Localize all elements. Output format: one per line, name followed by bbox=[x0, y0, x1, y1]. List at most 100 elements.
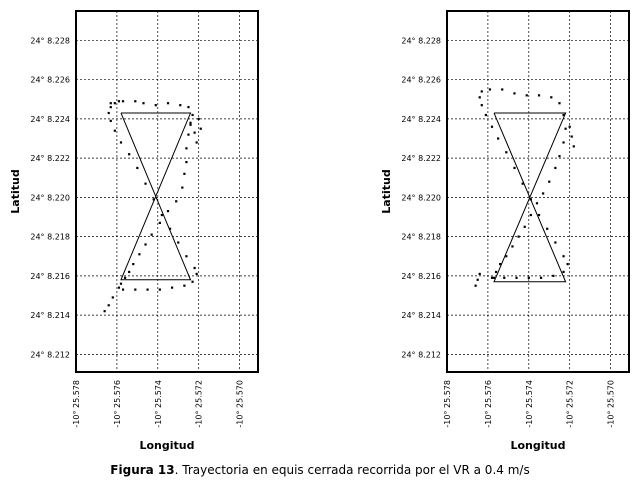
trajectory-point bbox=[572, 145, 575, 148]
trajectory-point bbox=[527, 276, 530, 279]
trajectory-point bbox=[562, 141, 565, 144]
y-tick-label: 24° 8.222 bbox=[401, 154, 441, 163]
trajectory-point bbox=[480, 90, 483, 93]
trajectory-point bbox=[175, 200, 178, 203]
y-tick-label: 24° 8.224 bbox=[401, 115, 441, 124]
y-axis-label: Latitud bbox=[380, 169, 393, 213]
trajectory-point bbox=[134, 288, 137, 291]
trajectory-point bbox=[501, 88, 504, 91]
plot-frame bbox=[446, 10, 630, 373]
trajectory-point bbox=[492, 276, 496, 279]
x-axis-label: Longitud bbox=[139, 439, 194, 452]
trajectory-point bbox=[154, 104, 157, 107]
trajectory-point bbox=[480, 104, 483, 107]
trajectory-point bbox=[490, 125, 494, 128]
trajectory-point bbox=[484, 113, 487, 117]
trajectory-point bbox=[111, 296, 114, 299]
trajectory-point bbox=[168, 227, 172, 230]
y-tick-label: 24° 8.214 bbox=[401, 311, 441, 320]
trajectory-point bbox=[189, 121, 192, 124]
trajectory-point bbox=[146, 288, 149, 291]
trajectory-point bbox=[513, 166, 516, 170]
trajectory-point bbox=[537, 213, 541, 217]
trajectory-point bbox=[199, 127, 202, 130]
trajectory-point bbox=[158, 288, 161, 291]
trajectory-point bbox=[121, 100, 125, 103]
trajectory-point bbox=[117, 100, 121, 103]
trajectory-point bbox=[564, 127, 567, 130]
y-tick-label: 24° 8.228 bbox=[401, 36, 441, 45]
trajectory-point bbox=[529, 198, 532, 201]
x-tick-label: -10° 25.572 bbox=[195, 380, 204, 428]
y-tick-label: 24° 8.226 bbox=[30, 76, 70, 85]
reference-path bbox=[493, 112, 567, 283]
trajectory-point bbox=[128, 153, 131, 156]
trajectory-point bbox=[158, 221, 161, 224]
trajectory-point bbox=[499, 262, 502, 266]
trajectory-point bbox=[488, 88, 492, 91]
trajectory-point bbox=[177, 241, 180, 244]
trajectory-point bbox=[558, 102, 561, 105]
trajectory-point bbox=[183, 284, 186, 287]
x-tick-label: -10° 25.578 bbox=[443, 380, 452, 428]
trajectory-point bbox=[476, 278, 479, 281]
trajectory-point bbox=[554, 241, 557, 244]
trajectory-point bbox=[119, 282, 123, 285]
trajectory-point bbox=[478, 96, 481, 99]
trajectory-point bbox=[160, 213, 163, 217]
trajectory-point bbox=[503, 276, 506, 279]
trajectory-point bbox=[152, 198, 155, 201]
trajectory-point bbox=[550, 96, 553, 99]
trajectory-point bbox=[183, 172, 186, 175]
trajectory-point bbox=[195, 272, 198, 276]
trajectory-point bbox=[490, 276, 494, 279]
trajectory-point bbox=[113, 129, 116, 132]
trajectory-point bbox=[542, 192, 545, 195]
trajectory-point bbox=[193, 131, 196, 134]
y-axis-label: Latitud bbox=[9, 169, 22, 213]
x-tick-label: -10° 25.574 bbox=[525, 380, 534, 428]
trajectory-point bbox=[185, 255, 188, 258]
y-tick-label: 24° 8.212 bbox=[401, 350, 441, 359]
x-tick-label: -10° 25.570 bbox=[607, 380, 616, 428]
trajectory-point bbox=[511, 245, 514, 248]
trajectory-point bbox=[193, 266, 196, 270]
trajectory-point bbox=[535, 202, 539, 205]
y-tick-label: 24° 8.220 bbox=[30, 193, 70, 202]
trajectory-point bbox=[558, 155, 561, 158]
trajectory-point bbox=[113, 102, 116, 105]
trajectory-point bbox=[109, 119, 112, 122]
trajectory-point bbox=[562, 255, 565, 258]
trajectory-point bbox=[195, 141, 198, 144]
y-tick-label: 24° 8.214 bbox=[30, 311, 70, 320]
chart-1: -10° 25.578 -10° 25.576 -10° 25.574 -10° 25… bbox=[9, 10, 259, 452]
y-tick-label: 24° 8.216 bbox=[30, 272, 70, 281]
trajectory-point bbox=[179, 104, 182, 107]
trajectory-point bbox=[123, 276, 127, 279]
trajectory-point bbox=[166, 210, 170, 213]
trajectory-point bbox=[181, 186, 184, 189]
trajectory-point bbox=[185, 160, 188, 164]
trajectory-point bbox=[513, 92, 516, 95]
trajectory-point bbox=[562, 113, 565, 117]
y-tick-label: 24° 8.226 bbox=[401, 76, 441, 85]
x-tick-label: -10° 25.570 bbox=[236, 380, 245, 428]
trajectory-point bbox=[166, 102, 170, 105]
trajectory-point bbox=[136, 166, 139, 170]
trajectory-point bbox=[109, 106, 112, 109]
y-tick-label: 24° 8.222 bbox=[30, 154, 70, 163]
trajectory-point bbox=[144, 182, 147, 185]
trajectory-point bbox=[119, 141, 123, 144]
x-tick-label: -10° 25.574 bbox=[154, 380, 163, 428]
trajectory-point bbox=[191, 113, 194, 117]
reference-path bbox=[120, 112, 192, 281]
trajectory-point bbox=[505, 151, 508, 154]
y-tick-label: 24° 8.218 bbox=[401, 233, 441, 242]
trajectory-point bbox=[191, 280, 194, 283]
trajectory-point bbox=[515, 276, 518, 279]
trajectory-point bbox=[478, 272, 481, 276]
chart-2: -10° 25.578 -10° 25.576 -10° 25.574 -10° 25… bbox=[380, 10, 630, 452]
trajectory-point bbox=[171, 286, 174, 289]
x-tick-label: -10° 25.576 bbox=[113, 380, 122, 428]
trajectory-point bbox=[568, 125, 571, 128]
